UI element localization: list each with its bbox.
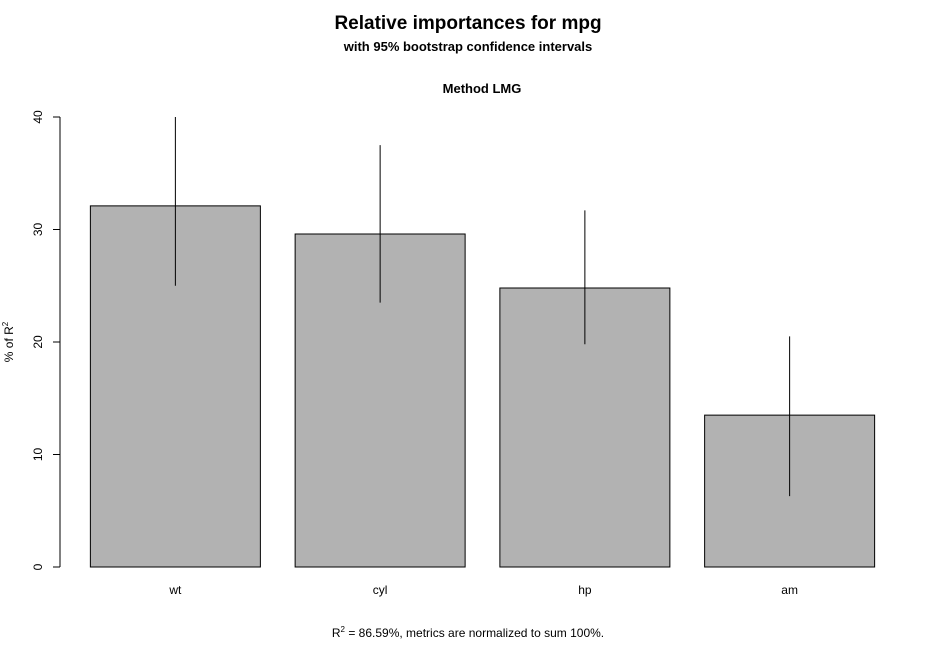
x-tick-label-am: am <box>781 583 798 597</box>
y-axis-label-superscript: 2 <box>1 321 10 326</box>
footnote-text: = 86.59%, metrics are normalized to sum … <box>345 626 604 640</box>
error-bars <box>174 117 791 497</box>
x-tick-label-wt: wt <box>168 583 182 597</box>
y-tick-label: 0 <box>31 563 45 570</box>
y-tick-label: 40 <box>31 110 45 124</box>
y-tick-label: 30 <box>31 223 45 237</box>
y-axis-label-text: % of R <box>2 326 16 362</box>
panel-title: Method LMG <box>443 81 522 96</box>
x-tick-label-hp: hp <box>578 583 592 597</box>
y-axis-label: % of R2 <box>1 321 16 362</box>
chart-title: Relative importances for mpg <box>334 13 601 34</box>
footnote: R2 = 86.59%, metrics are normalized to s… <box>332 625 604 640</box>
chart-subtitle: with 95% bootstrap confidence intervals <box>343 39 593 54</box>
y-tick-label: 10 <box>31 448 45 462</box>
footnote-superscript: 2 <box>341 625 346 634</box>
y-axis: 0 10 20 30 40 <box>31 110 61 570</box>
x-axis-labels: wt cyl hp am <box>168 583 798 597</box>
y-tick-label: 20 <box>31 335 45 349</box>
bars <box>89 205 876 568</box>
footnote-r: R <box>332 626 341 640</box>
x-tick-label-cyl: cyl <box>373 583 388 597</box>
